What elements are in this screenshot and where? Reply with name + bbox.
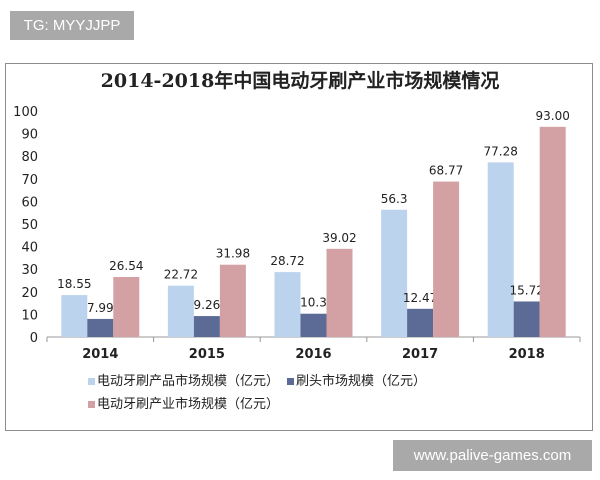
- data-label: 22.72: [164, 268, 198, 282]
- y-tick-label: 90: [21, 128, 38, 143]
- bar-0-2018: [487, 162, 514, 337]
- x-tick-label: 2014: [82, 347, 118, 362]
- bar-2-2015: [219, 264, 246, 337]
- bar-2-2014: [113, 277, 140, 337]
- legend-swatch: [88, 401, 95, 408]
- bar-0-2015: [167, 285, 194, 337]
- x-tick-label: 2017: [402, 347, 438, 362]
- y-tick-label: 100: [13, 105, 38, 120]
- bar-0-2017: [381, 209, 408, 337]
- data-label: 93.00: [536, 109, 570, 123]
- y-tick-label: 20: [21, 286, 38, 301]
- data-label: 31.98: [216, 247, 250, 261]
- bar-1-2016: [300, 313, 327, 337]
- y-tick-label: 40: [21, 241, 38, 256]
- legend-swatch: [287, 378, 295, 385]
- x-tick-label: 2016: [295, 347, 331, 362]
- legend-label: 电动牙刷产业市场规模（亿元）: [97, 397, 280, 412]
- legend-label: 电动牙刷产品市场规模（亿元）: [97, 374, 280, 389]
- legend-label: 刷头市场规模（亿元）: [296, 374, 427, 389]
- data-label: 9.26: [194, 298, 221, 312]
- y-tick-label: 10: [21, 308, 38, 323]
- bar-2-2018: [539, 126, 566, 337]
- data-label: 77.28: [484, 144, 518, 158]
- watermark-top: TG: MYYJJPP: [10, 11, 134, 40]
- bar-1-2017: [407, 308, 434, 337]
- y-tick-label: 60: [21, 195, 38, 210]
- bar-1-2018: [513, 301, 540, 337]
- watermark-bottom: www.palive-games.com: [393, 440, 592, 471]
- legend-item: 刷头市场规模（亿元）: [287, 370, 426, 393]
- data-label: 10.3: [300, 296, 327, 310]
- chart-title: 2014-2018年中国电动牙刷产业市场规模情况: [101, 69, 500, 92]
- data-label: 68.77: [429, 164, 463, 178]
- bar-0-2014: [61, 295, 88, 337]
- data-label: 12.47: [403, 291, 437, 305]
- data-label: 15.72: [510, 283, 544, 297]
- x-tick-label: 2015: [189, 347, 225, 362]
- bar-2-2016: [326, 248, 353, 337]
- y-tick-label: 50: [21, 218, 38, 233]
- data-label: 39.02: [322, 231, 356, 245]
- y-tick-label: 0: [30, 331, 38, 346]
- legend-item: 电动牙刷产业市场规模（亿元）: [88, 393, 279, 416]
- y-tick-label: 70: [21, 173, 38, 188]
- x-tick-label: 2018: [509, 347, 545, 362]
- data-label: 28.72: [270, 254, 304, 268]
- data-label: 56.3: [381, 192, 408, 206]
- legend: 电动牙刷产品市场规模（亿元） 刷头市场规模（亿元） 电动牙刷产业市场规模（亿元）: [88, 370, 508, 416]
- bar-0-2016: [274, 272, 301, 337]
- data-label: 7.99: [87, 301, 114, 315]
- data-label: 26.54: [109, 259, 143, 273]
- data-label: 18.55: [57, 277, 91, 291]
- bar-1-2015: [193, 316, 220, 337]
- legend-item: 电动牙刷产品市场规模（亿元）: [88, 370, 279, 393]
- bar-1-2014: [87, 318, 114, 337]
- y-tick-label: 30: [21, 263, 38, 278]
- y-tick-label: 80: [21, 150, 38, 165]
- legend-swatch: [88, 378, 95, 385]
- bar-2-2017: [433, 181, 460, 337]
- chart-frame: [5, 63, 593, 431]
